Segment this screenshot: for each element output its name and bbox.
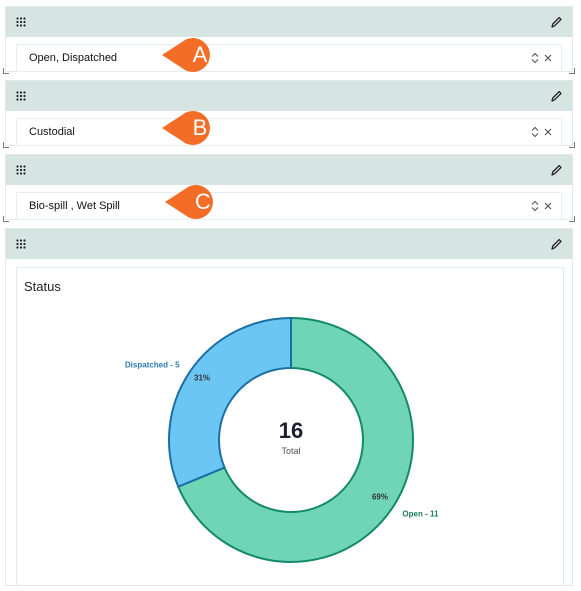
resize-handle-left[interactable]: [3, 216, 9, 222]
close-icon[interactable]: [543, 126, 553, 138]
chart-panel-status: Status 69% 31% Open - 11 Dispatched - 5 16 To…: [5, 228, 573, 586]
donut-center-value: 16: [279, 418, 303, 443]
sort-arrows-icon[interactable]: [531, 200, 539, 212]
panel-header: [6, 81, 572, 111]
panel-header: [6, 7, 572, 37]
close-icon[interactable]: [543, 52, 553, 64]
resize-handle-left[interactable]: [3, 142, 9, 148]
callout-c: C: [163, 182, 223, 222]
callout-marker-shape: [165, 185, 213, 219]
chart-card: Status 69% 31% Open - 11 Dispatched - 5 16 To…: [16, 267, 564, 585]
donut-chart: 69% 31% Open - 11 Dispatched - 5 16 Total: [125, 316, 439, 563]
sort-arrows-icon[interactable]: [531, 126, 539, 138]
chart-title: Status: [24, 279, 61, 294]
donut-center-label: Total: [281, 446, 300, 456]
slice-label-open: Open - 11: [402, 509, 439, 518]
drag-grid-icon[interactable]: [16, 17, 26, 27]
donut-slice-dispatched[interactable]: [168, 316, 292, 488]
filter-value: Bio-spill , Wet Spill: [29, 200, 120, 212]
callout-a: A: [160, 35, 220, 75]
panel-header: [6, 155, 572, 185]
resize-handle-left[interactable]: [3, 68, 9, 74]
resize-handle-right[interactable]: [569, 68, 575, 74]
category-filter-select[interactable]: Custodial: [16, 118, 562, 146]
pencil-icon[interactable]: [550, 237, 562, 251]
resize-handle-right[interactable]: [569, 216, 575, 222]
filter-panel-category: Custodial: [3, 80, 575, 148]
close-icon[interactable]: [543, 200, 553, 212]
callout-marker-shape: [162, 38, 210, 72]
status-filter-select[interactable]: Open, Dispatched: [16, 44, 562, 72]
drag-grid-icon[interactable]: [16, 239, 26, 249]
donut-slice-open[interactable]: [176, 316, 414, 563]
callout-b: B: [160, 108, 220, 148]
pencil-icon[interactable]: [550, 163, 562, 177]
pencil-icon[interactable]: [550, 15, 562, 29]
drag-grid-icon[interactable]: [16, 91, 26, 101]
callout-marker-shape: [162, 111, 210, 145]
type-filter-select[interactable]: Bio-spill , Wet Spill: [16, 192, 562, 220]
pencil-icon[interactable]: [550, 89, 562, 103]
callout-letter: B: [192, 115, 208, 140]
slice-percent-label: 69%: [372, 492, 388, 501]
filter-panel-type: Bio-spill , Wet Spill: [3, 154, 575, 222]
filter-value: Custodial: [29, 126, 75, 138]
panel-header: [6, 229, 572, 259]
filter-panel-status: Open, Dispatched: [3, 6, 575, 74]
callout-letter: A: [192, 42, 208, 67]
slice-label-dispatched: Dispatched - 5: [125, 361, 180, 370]
callout-letter: C: [195, 189, 211, 214]
drag-grid-icon[interactable]: [16, 165, 26, 175]
filter-value: Open, Dispatched: [29, 52, 118, 64]
slice-percent-label: 31%: [194, 374, 210, 383]
sort-arrows-icon[interactable]: [531, 52, 539, 64]
resize-handle-right[interactable]: [569, 142, 575, 148]
